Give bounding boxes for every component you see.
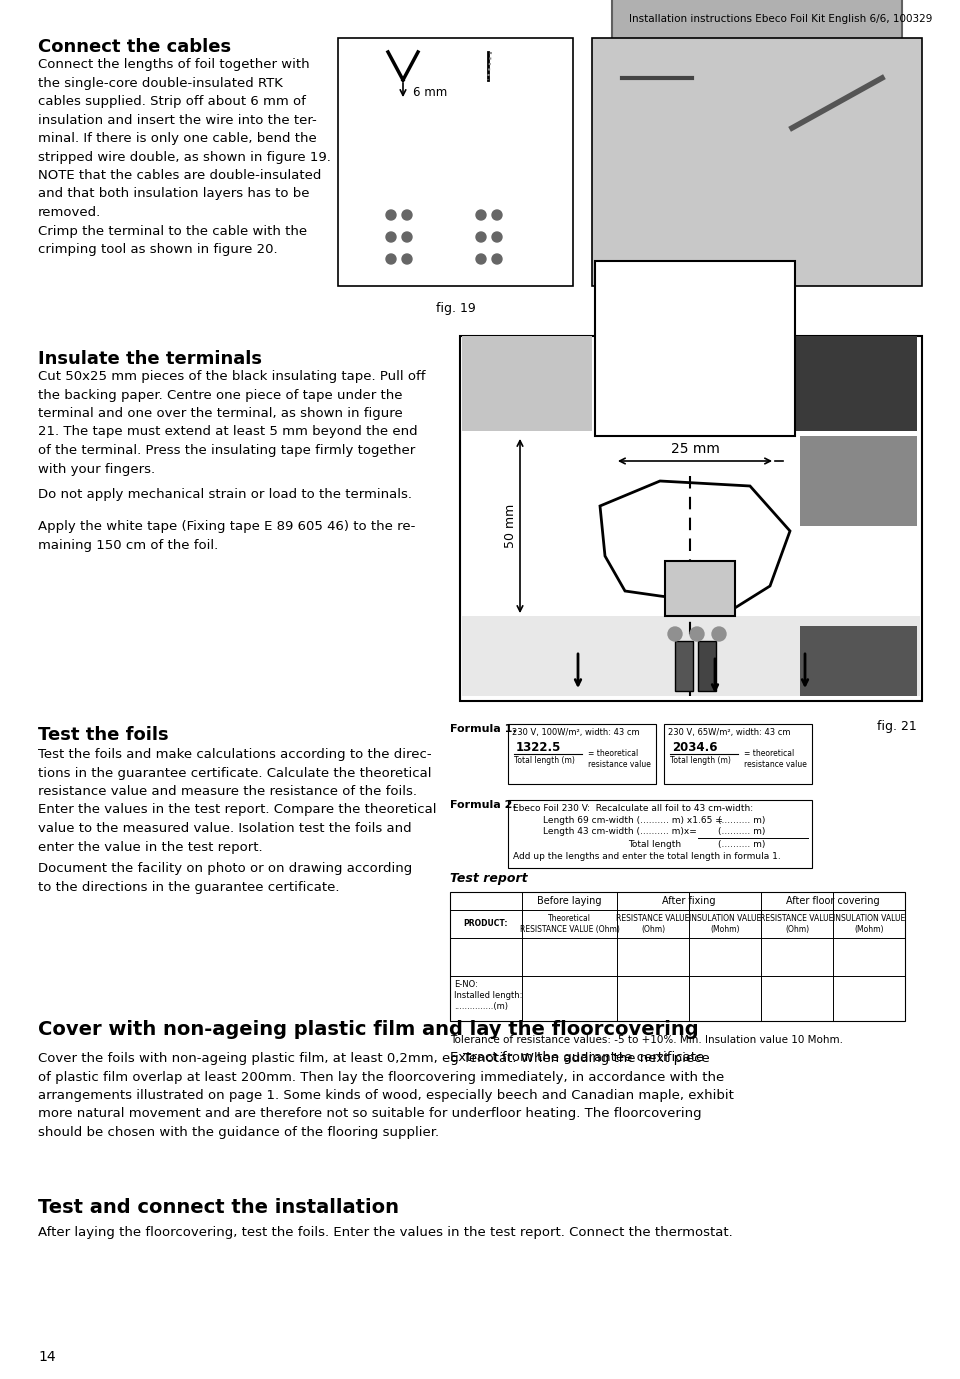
Text: 25 mm: 25 mm bbox=[671, 443, 719, 456]
Text: 2034.6: 2034.6 bbox=[672, 741, 717, 754]
Text: Total length (m): Total length (m) bbox=[670, 756, 731, 765]
Bar bbox=[595, 261, 795, 436]
Text: Theoretical
RESISTANCE VALUE (Ohm): Theoretical RESISTANCE VALUE (Ohm) bbox=[519, 914, 619, 934]
Text: Length 43 cm-width (.......... m)x=: Length 43 cm-width (.......... m)x= bbox=[543, 827, 697, 836]
Circle shape bbox=[492, 232, 502, 241]
Text: After fixing: After fixing bbox=[662, 896, 716, 906]
Bar bbox=[800, 436, 917, 525]
Text: Tolerance of resistance values: -5 to +10%. Min. Insulation value 10 Mohm.: Tolerance of resistance values: -5 to +1… bbox=[450, 1036, 843, 1045]
Text: 230 V, 65W/m², width: 43 cm: 230 V, 65W/m², width: 43 cm bbox=[668, 728, 790, 736]
Bar bbox=[698, 641, 716, 691]
Text: Test the foils and make calculations according to the direc-
tions in the guaran: Test the foils and make calculations acc… bbox=[38, 747, 437, 854]
Bar bbox=[386, 145, 418, 160]
Circle shape bbox=[476, 232, 486, 241]
Text: Cover with non-ageing plastic film and lay the floorcovering: Cover with non-ageing plastic film and l… bbox=[38, 1020, 699, 1038]
Bar bbox=[386, 128, 418, 163]
Text: Insulate the terminals: Insulate the terminals bbox=[38, 350, 262, 368]
Text: Test report: Test report bbox=[450, 872, 528, 885]
Text: 1322.5: 1322.5 bbox=[516, 741, 562, 754]
Text: fig. 21: fig. 21 bbox=[877, 720, 917, 734]
Bar bbox=[675, 641, 693, 691]
Text: Installation instructions Ebeco Foil Kit English 6/6, 100329: Installation instructions Ebeco Foil Kit… bbox=[629, 14, 932, 23]
Circle shape bbox=[402, 254, 412, 263]
Text: RESISTANCE VALUE
(Ohm): RESISTANCE VALUE (Ohm) bbox=[616, 914, 689, 934]
Bar bbox=[652, 79, 732, 128]
Text: Test and connect the installation: Test and connect the installation bbox=[38, 1198, 399, 1218]
Text: RESISTANCE VALUE
(Ohm): RESISTANCE VALUE (Ohm) bbox=[760, 914, 833, 934]
Text: (.......... m): (.......... m) bbox=[718, 827, 765, 836]
Text: (.......... m): (.......... m) bbox=[718, 840, 765, 849]
Bar bbox=[383, 120, 421, 194]
Circle shape bbox=[402, 210, 412, 221]
Text: = theoretical
resistance value: = theoretical resistance value bbox=[588, 749, 651, 769]
Text: = theoretical
resistance value: = theoretical resistance value bbox=[744, 749, 806, 769]
Bar bbox=[665, 561, 735, 616]
Circle shape bbox=[476, 210, 486, 221]
Text: PRODUCT:: PRODUCT: bbox=[464, 920, 508, 928]
Bar bbox=[592, 39, 922, 285]
Bar bbox=[462, 336, 592, 432]
Circle shape bbox=[386, 254, 396, 263]
Text: Connect the cables: Connect the cables bbox=[38, 39, 231, 57]
Circle shape bbox=[476, 254, 486, 263]
Bar bbox=[338, 39, 573, 285]
Bar bbox=[460, 336, 922, 701]
Text: Total length: Total length bbox=[628, 840, 682, 849]
Text: (.......... m): (.......... m) bbox=[718, 816, 765, 825]
Text: Test the foils: Test the foils bbox=[38, 725, 169, 745]
Bar bbox=[462, 616, 920, 696]
Text: E-NO:
Installed length:
...............(m): E-NO: Installed length: ...............(… bbox=[454, 980, 522, 1011]
Text: After floor covering: After floor covering bbox=[786, 896, 879, 906]
Text: Before laying: Before laying bbox=[538, 896, 602, 906]
Bar bbox=[635, 336, 917, 432]
Bar bbox=[450, 892, 905, 1020]
Text: Document the facility on photo or on drawing according
to the directions in the : Document the facility on photo or on dra… bbox=[38, 862, 412, 894]
Text: Extract from the guarantee certificate: Extract from the guarantee certificate bbox=[450, 1051, 705, 1065]
Text: Ebeco Foil 230 V:  Recalculate all foil to 43 cm-width:: Ebeco Foil 230 V: Recalculate all foil t… bbox=[513, 804, 754, 814]
Text: Total length (m): Total length (m) bbox=[514, 756, 575, 765]
Text: Cover the foils with non-ageing plastic film, at least 0,2mm, eg Tenotät. When a: Cover the foils with non-ageing plastic … bbox=[38, 1052, 733, 1139]
Circle shape bbox=[492, 210, 502, 221]
Circle shape bbox=[492, 254, 502, 263]
Text: Add up the lengths and enter the total length in formula 1.: Add up the lengths and enter the total l… bbox=[513, 852, 780, 860]
Text: Apply the white tape (Fixing tape E 89 605 46) to the re-
maining 150 cm of the : Apply the white tape (Fixing tape E 89 6… bbox=[38, 520, 416, 552]
Circle shape bbox=[668, 627, 682, 641]
Text: Formula 2.: Formula 2. bbox=[450, 800, 516, 809]
Bar bbox=[672, 138, 712, 199]
Text: 50 mm: 50 mm bbox=[503, 503, 516, 547]
Bar bbox=[800, 626, 917, 696]
Bar bbox=[476, 128, 508, 163]
Text: Length 69 cm-width (.......... m) x1.65 =: Length 69 cm-width (.......... m) x1.65 … bbox=[543, 816, 723, 825]
Text: Cut 50x25 mm pieces of the black insulating tape. Pull off
the backing paper. Ce: Cut 50x25 mm pieces of the black insulat… bbox=[38, 370, 425, 476]
Text: Formula 1.: Formula 1. bbox=[450, 724, 516, 734]
Bar bbox=[612, 0, 902, 98]
Text: 230 V, 100W/m², width: 43 cm: 230 V, 100W/m², width: 43 cm bbox=[512, 728, 639, 736]
Text: 6 mm: 6 mm bbox=[413, 85, 447, 98]
Circle shape bbox=[712, 627, 726, 641]
Bar bbox=[476, 145, 508, 160]
Circle shape bbox=[690, 627, 704, 641]
Circle shape bbox=[386, 232, 396, 241]
Text: fig. 19: fig. 19 bbox=[436, 302, 475, 314]
Text: INSULATION VALUE
(Mohm): INSULATION VALUE (Mohm) bbox=[833, 914, 905, 934]
Circle shape bbox=[386, 210, 396, 221]
Bar bbox=[664, 724, 812, 785]
Circle shape bbox=[402, 232, 412, 241]
Polygon shape bbox=[600, 481, 790, 611]
Text: Do not apply mechanical strain or load to the terminals.: Do not apply mechanical strain or load t… bbox=[38, 488, 412, 501]
Text: After laying the floorcovering, test the foils. Enter the values in the test rep: After laying the floorcovering, test the… bbox=[38, 1226, 732, 1238]
Bar bbox=[473, 120, 511, 194]
Text: 14: 14 bbox=[38, 1350, 56, 1364]
Text: Connect the lengths of foil together with
the single-core double-insulated RTK
c: Connect the lengths of foil together wit… bbox=[38, 58, 331, 256]
Text: INSULATION VALUE
(Mohm): INSULATION VALUE (Mohm) bbox=[689, 914, 761, 934]
Text: fig. 20: fig. 20 bbox=[737, 302, 777, 314]
Bar bbox=[508, 724, 656, 785]
Bar bbox=[508, 800, 812, 867]
